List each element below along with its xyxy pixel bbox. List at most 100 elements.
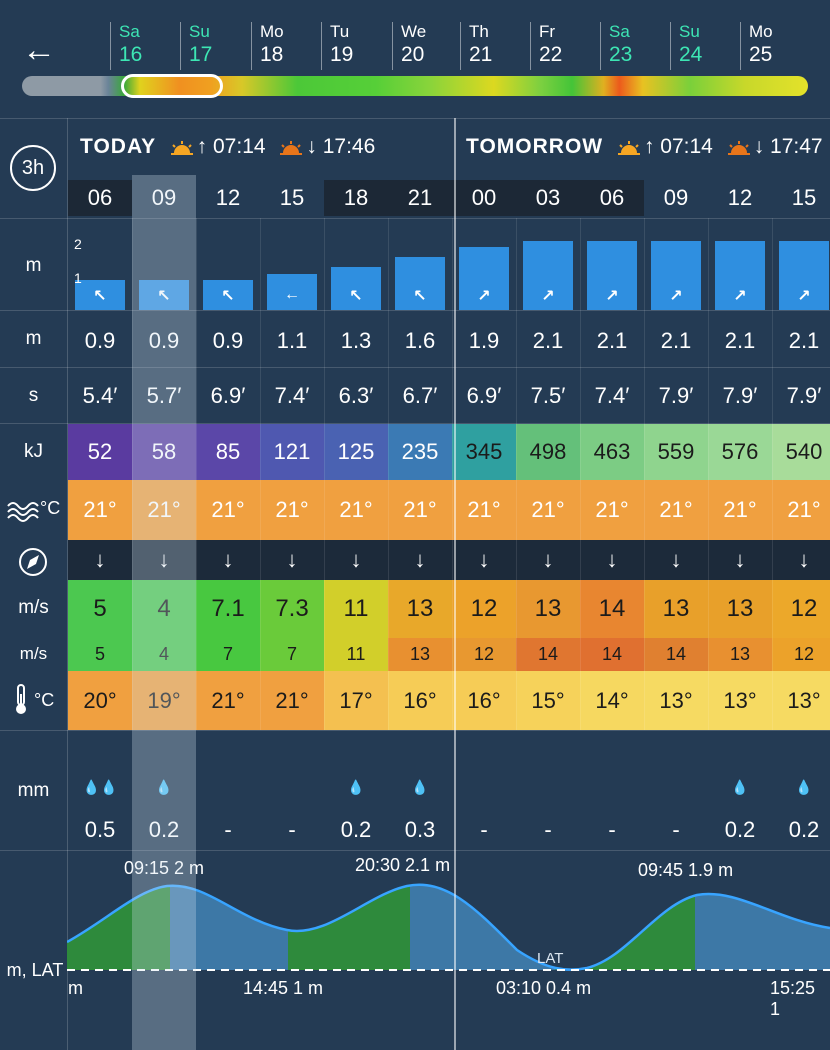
wind-speed-cell-bg — [196, 580, 261, 638]
day-date: 23 — [609, 43, 633, 66]
gust-cell-bg — [772, 638, 830, 671]
back-arrow-icon[interactable]: ← — [22, 31, 56, 69]
hour-label[interactable]: 12 — [215, 185, 241, 210]
day-name: Su — [189, 22, 210, 41]
hour-label[interactable]: 15 — [279, 185, 305, 210]
day-date: 19 — [330, 43, 354, 66]
tomorrow-header: TOMORROW ↑ 07:14 ↓ 17:47 — [466, 135, 823, 159]
wind-speed-cell-bg — [132, 580, 197, 638]
wave-direction-arrow-icon: ↖ — [157, 288, 171, 305]
gust-cell-bg — [68, 638, 133, 671]
rain-value: 0.2 — [148, 817, 180, 842]
air-temp-value: 21° — [211, 688, 245, 713]
day-name: Sa — [609, 22, 630, 41]
water-temp-value: 21° — [83, 497, 117, 522]
tomorrow-title: TOMORROW — [466, 135, 604, 158]
gust-value: 11 — [346, 644, 366, 664]
gust-cell-bg — [196, 638, 261, 671]
day-tab[interactable]: Mo 18 — [251, 22, 284, 70]
tide-low-label: m — [68, 978, 83, 998]
water-temp-cell-bg — [68, 480, 133, 540]
rain-drop-icon: 💧 — [347, 779, 365, 795]
energy-cell-bg — [516, 424, 581, 480]
day-tab[interactable]: Su 24 — [670, 22, 702, 70]
air-temp-cell-bg — [772, 671, 830, 730]
day-tab[interactable]: Mo 25 — [740, 22, 773, 70]
wave-period-value: 7.4′ — [594, 383, 630, 408]
day-tab[interactable]: Su 17 — [180, 22, 212, 70]
gust-value: 12 — [473, 644, 495, 664]
air-temp-cell-bg — [324, 671, 389, 730]
water-temp-cell-bg — [772, 480, 830, 540]
wave-period-value: 6.9′ — [210, 383, 246, 408]
hour-label[interactable]: 12 — [727, 185, 753, 210]
day-tab[interactable]: Tu 19 — [321, 22, 353, 70]
today-title: TODAY — [80, 135, 156, 158]
column-divider — [708, 218, 709, 730]
day-tab[interactable]: We 20 — [392, 22, 426, 70]
energy-cell-bg — [708, 424, 773, 480]
rain-drop-icon: 💧 — [795, 779, 813, 795]
gust-value: 14 — [601, 644, 623, 664]
selected-time-column[interactable] — [132, 175, 196, 1050]
energy-value: 121 — [273, 439, 311, 464]
wave-height-value: 2.1 — [660, 328, 692, 353]
wave-height-value: 0.9 — [84, 328, 116, 353]
hour-label[interactable]: 15 — [791, 185, 817, 210]
day-name: Mo — [260, 22, 284, 41]
wind-dir-cell-bg — [132, 540, 197, 580]
tide-unit-label: m, LAT — [6, 960, 64, 980]
energy-value: 85 — [215, 439, 241, 464]
wave-direction-arrow-icon: ← — [284, 286, 300, 303]
water-temp-cell-bg — [324, 480, 389, 540]
compass-icon — [19, 548, 47, 576]
rain-drop-icon — [196, 772, 260, 802]
rain-drop-icon — [644, 772, 708, 802]
day-tab[interactable]: Sa 23 — [600, 22, 632, 70]
hour-label[interactable]: 09 — [663, 185, 689, 210]
wave-height-bar — [779, 240, 829, 310]
air-temp-cell-bg — [388, 671, 453, 730]
energy-value: 345 — [465, 439, 503, 464]
rain-value: 0.2 — [340, 817, 372, 842]
water-temp-cell-bg — [580, 480, 645, 540]
rain-drop-icon: 💧 — [411, 779, 429, 795]
gust-value: 5 — [94, 644, 105, 664]
time-step-button[interactable]: 3h — [10, 145, 56, 191]
water-temp-value: 21° — [467, 497, 501, 522]
tide-curve — [67, 883, 830, 971]
hour-label[interactable]: 21 — [388, 180, 452, 216]
day-tab[interactable]: Th 21 — [460, 22, 492, 70]
air-temp-value: 14° — [595, 688, 629, 713]
hour-label[interactable]: 18 — [324, 180, 388, 216]
wave-period-value: 5.4′ — [82, 383, 118, 408]
rain-value: - — [544, 817, 552, 842]
energy-cell-bg — [772, 424, 830, 480]
energy-value: 52 — [87, 439, 113, 464]
hour-label[interactable]: 06 — [580, 180, 644, 216]
gust-value: 4 — [158, 644, 169, 664]
wave-height-bar — [331, 267, 381, 310]
wave-height-value: 0.9 — [212, 328, 244, 353]
wave-height-bar — [395, 257, 445, 310]
strip-selection-window[interactable] — [121, 74, 223, 98]
rain-drop-icon: 💧💧 — [82, 779, 118, 795]
wave-period-value: 7.4′ — [274, 383, 310, 408]
wind-speed-value: 13 — [662, 595, 690, 622]
hour-label[interactable]: 06 — [68, 180, 132, 216]
wind-speed-value: 13 — [406, 595, 434, 622]
day-tab[interactable]: Fr 22 — [530, 22, 562, 70]
air-temp-value: 19° — [147, 688, 181, 713]
wave-height-bar — [587, 240, 637, 310]
gust-cell-bg — [516, 638, 581, 671]
hour-label[interactable]: 03 — [516, 180, 580, 216]
rain-drop-icon — [260, 772, 324, 802]
wind-direction-arrow-icon: ↓ — [286, 547, 298, 572]
air-temp-cell-bg — [452, 671, 517, 730]
hour-label[interactable]: 00 — [452, 180, 516, 216]
calendar-header — [0, 0, 830, 118]
hour-label[interactable]: 09 — [151, 185, 177, 210]
rain-drop-icon: 💧 — [155, 779, 173, 795]
day-tab[interactable]: Sa 16 — [110, 22, 142, 70]
water-temp-cell-bg — [196, 480, 261, 540]
